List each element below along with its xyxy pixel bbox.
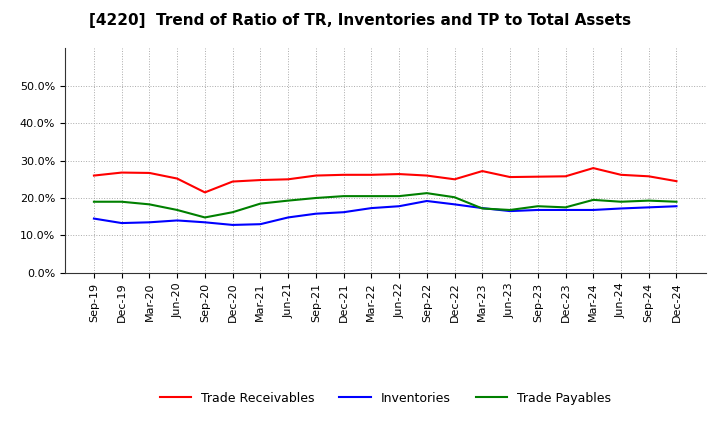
Trade Payables xyxy=(228,209,237,215)
Trade Payables xyxy=(256,201,265,206)
Inventories xyxy=(117,220,126,226)
Legend: Trade Receivables, Inventories, Trade Payables: Trade Receivables, Inventories, Trade Pa… xyxy=(155,387,616,410)
Trade Payables xyxy=(450,194,459,200)
Inventories xyxy=(339,209,348,215)
Inventories xyxy=(201,220,210,225)
Inventories xyxy=(644,205,653,210)
Inventories xyxy=(89,216,98,221)
Trade Payables xyxy=(89,199,98,204)
Inventories xyxy=(505,209,514,214)
Trade Payables xyxy=(644,198,653,203)
Trade Receivables xyxy=(256,177,265,183)
Trade Receivables xyxy=(395,172,403,177)
Inventories xyxy=(672,204,681,209)
Inventories xyxy=(312,211,320,216)
Trade Receivables xyxy=(312,173,320,178)
Inventories xyxy=(423,198,431,204)
Inventories xyxy=(367,205,376,211)
Trade Receivables xyxy=(117,170,126,175)
Trade Receivables xyxy=(561,174,570,179)
Inventories xyxy=(589,207,598,213)
Trade Receivables xyxy=(201,190,210,195)
Trade Receivables xyxy=(423,173,431,178)
Line: Trade Receivables: Trade Receivables xyxy=(94,168,677,192)
Trade Payables xyxy=(423,191,431,196)
Trade Receivables xyxy=(89,173,98,178)
Inventories xyxy=(616,206,625,211)
Trade Receivables xyxy=(478,169,487,174)
Text: [4220]  Trend of Ratio of TR, Inventories and TP to Total Assets: [4220] Trend of Ratio of TR, Inventories… xyxy=(89,13,631,28)
Inventories xyxy=(561,207,570,213)
Trade Payables xyxy=(589,197,598,202)
Trade Payables xyxy=(534,204,542,209)
Trade Payables xyxy=(561,205,570,210)
Inventories xyxy=(534,207,542,213)
Trade Payables xyxy=(145,202,154,207)
Inventories xyxy=(145,220,154,225)
Inventories xyxy=(478,205,487,211)
Trade Payables xyxy=(339,194,348,199)
Trade Receivables xyxy=(616,172,625,177)
Trade Payables xyxy=(173,207,181,213)
Trade Receivables xyxy=(534,174,542,180)
Trade Payables xyxy=(367,194,376,199)
Trade Receivables xyxy=(505,174,514,180)
Trade Payables xyxy=(672,199,681,204)
Trade Receivables xyxy=(145,170,154,176)
Trade Receivables xyxy=(173,176,181,181)
Line: Trade Payables: Trade Payables xyxy=(94,193,677,217)
Trade Payables xyxy=(312,195,320,201)
Trade Receivables xyxy=(367,172,376,177)
Trade Receivables xyxy=(589,165,598,171)
Trade Receivables xyxy=(672,179,681,184)
Trade Payables xyxy=(616,199,625,204)
Trade Receivables xyxy=(228,179,237,184)
Line: Inventories: Inventories xyxy=(94,201,677,225)
Trade Receivables xyxy=(284,176,292,182)
Trade Payables xyxy=(117,199,126,204)
Trade Payables xyxy=(284,198,292,203)
Inventories xyxy=(284,215,292,220)
Trade Payables xyxy=(395,194,403,199)
Trade Payables xyxy=(505,207,514,213)
Inventories xyxy=(256,221,265,227)
Trade Receivables xyxy=(339,172,348,177)
Inventories xyxy=(450,202,459,207)
Trade Receivables xyxy=(644,174,653,179)
Trade Payables xyxy=(201,215,210,220)
Inventories xyxy=(395,204,403,209)
Trade Receivables xyxy=(450,176,459,182)
Inventories xyxy=(173,218,181,223)
Inventories xyxy=(228,222,237,227)
Trade Payables xyxy=(478,206,487,211)
